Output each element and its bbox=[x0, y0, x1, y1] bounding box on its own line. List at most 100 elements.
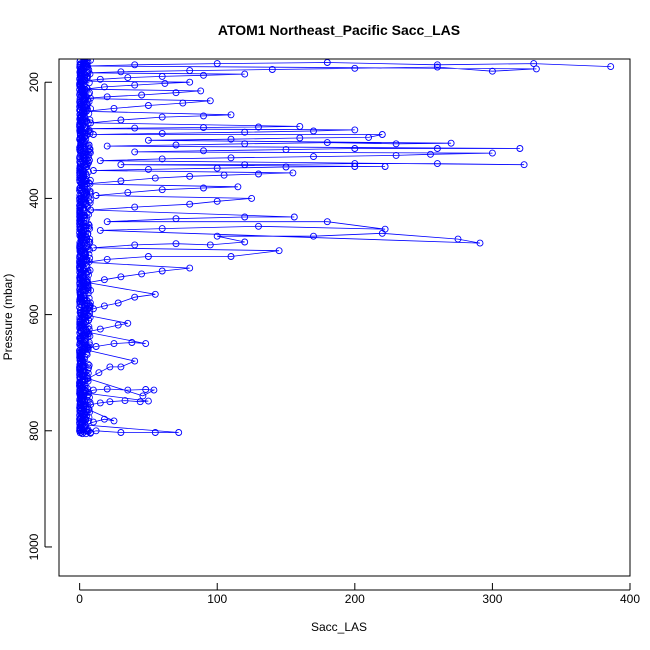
data-point bbox=[227, 154, 235, 162]
data-point bbox=[81, 389, 89, 397]
data-point bbox=[433, 61, 441, 69]
data-point bbox=[77, 155, 84, 163]
data-point bbox=[117, 429, 125, 436]
data-point bbox=[200, 71, 207, 79]
data-point bbox=[86, 130, 94, 138]
data-point bbox=[83, 62, 90, 70]
data-point bbox=[80, 95, 88, 102]
data-point bbox=[144, 165, 152, 173]
data-point bbox=[100, 276, 108, 284]
data-point bbox=[161, 79, 169, 87]
data-point bbox=[351, 163, 359, 170]
data-point bbox=[241, 128, 249, 136]
x-tick-label: 0 bbox=[76, 592, 83, 606]
data-point bbox=[158, 225, 166, 233]
data-point bbox=[296, 122, 304, 130]
data-point bbox=[110, 340, 118, 348]
data-point bbox=[200, 184, 207, 192]
data-point bbox=[84, 96, 91, 104]
data-point bbox=[476, 239, 484, 247]
plot-area bbox=[76, 59, 615, 438]
data-point bbox=[96, 75, 104, 83]
data-point bbox=[241, 140, 249, 148]
data-point bbox=[124, 319, 132, 327]
data-point bbox=[117, 177, 125, 185]
data-point bbox=[92, 192, 100, 199]
data-point bbox=[378, 131, 386, 138]
y-tick-label: 600 bbox=[27, 304, 41, 324]
data-point bbox=[296, 134, 304, 142]
data-point bbox=[85, 361, 93, 369]
data-point bbox=[96, 226, 104, 234]
data-point bbox=[142, 340, 150, 348]
data-point bbox=[520, 161, 528, 169]
data-point bbox=[81, 85, 89, 93]
data-point bbox=[138, 91, 146, 99]
data-point bbox=[139, 392, 147, 400]
y-tick-label: 800 bbox=[27, 420, 41, 440]
data-point bbox=[158, 186, 166, 194]
data-point bbox=[131, 148, 139, 156]
plot-frame bbox=[58, 58, 631, 577]
data-point bbox=[84, 69, 92, 77]
data-point bbox=[310, 127, 317, 135]
data-point bbox=[117, 161, 125, 169]
y-tick-label: 200 bbox=[27, 72, 41, 92]
data-point bbox=[103, 218, 111, 226]
data-point bbox=[323, 218, 331, 226]
data-point bbox=[186, 200, 194, 208]
x-tick-label: 100 bbox=[207, 592, 227, 606]
data-point bbox=[158, 129, 166, 137]
data-point bbox=[103, 255, 111, 263]
data-point bbox=[381, 225, 389, 233]
data-point bbox=[117, 68, 125, 76]
data-point bbox=[158, 155, 166, 163]
data-point bbox=[172, 215, 180, 223]
data-point bbox=[76, 281, 84, 288]
data-point bbox=[351, 126, 359, 134]
data-point bbox=[289, 169, 297, 177]
data-point bbox=[532, 65, 540, 73]
y-axis: 200 400 600 800 1000 bbox=[27, 72, 52, 560]
data-point bbox=[131, 203, 139, 211]
data-point bbox=[89, 167, 97, 174]
data-point bbox=[213, 232, 221, 240]
data-point bbox=[197, 87, 205, 95]
data-point bbox=[213, 164, 221, 172]
data-point bbox=[138, 270, 146, 278]
data-point bbox=[84, 279, 92, 287]
data-point bbox=[83, 351, 91, 358]
data-point bbox=[381, 163, 389, 170]
data-point bbox=[96, 399, 104, 407]
data-point bbox=[323, 139, 331, 147]
data-point bbox=[87, 401, 95, 409]
data-point bbox=[206, 97, 214, 105]
data-point bbox=[77, 142, 85, 150]
data-point bbox=[351, 145, 359, 152]
x-axis-label: Sacc_LAS bbox=[311, 620, 367, 634]
data-point bbox=[117, 363, 125, 371]
data-point bbox=[87, 196, 94, 204]
data-point bbox=[80, 345, 88, 353]
data-point bbox=[103, 93, 111, 101]
data-point bbox=[433, 63, 441, 71]
data-point bbox=[255, 170, 262, 178]
data-point bbox=[144, 102, 152, 109]
data-point bbox=[268, 66, 276, 73]
y-tick-label: 400 bbox=[27, 188, 41, 208]
data-point bbox=[95, 369, 103, 377]
data-point bbox=[206, 241, 214, 249]
data-point bbox=[89, 131, 97, 138]
data-point bbox=[114, 299, 122, 307]
data-point bbox=[144, 397, 152, 405]
data-point bbox=[179, 99, 187, 107]
data-point bbox=[255, 222, 262, 230]
data-point bbox=[83, 180, 90, 188]
data-point bbox=[255, 123, 262, 131]
data-point bbox=[83, 125, 90, 133]
data-point bbox=[282, 163, 290, 171]
data-point bbox=[454, 235, 462, 243]
data-point bbox=[282, 146, 290, 154]
data-point bbox=[433, 160, 441, 168]
data-point bbox=[144, 253, 152, 260]
